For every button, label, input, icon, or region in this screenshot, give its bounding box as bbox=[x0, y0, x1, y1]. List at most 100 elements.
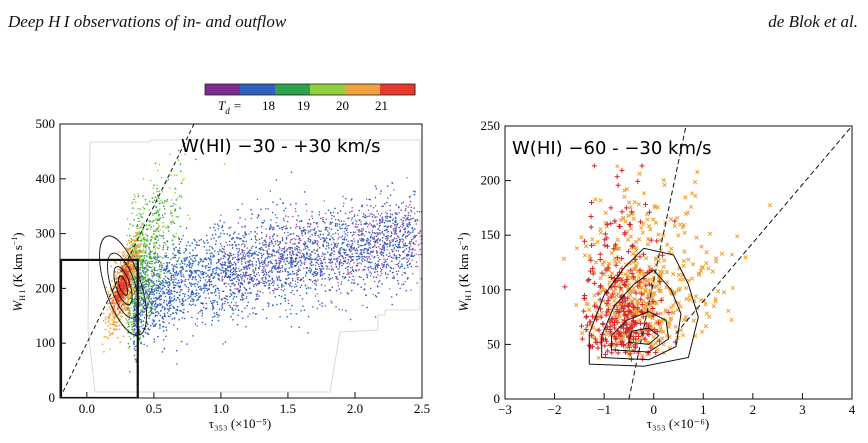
data-point bbox=[145, 285, 147, 288]
data-point bbox=[213, 312, 216, 314]
data-point bbox=[293, 293, 295, 296]
data-point bbox=[396, 239, 399, 242]
data-point bbox=[327, 209, 330, 211]
data-point bbox=[376, 250, 378, 253]
data-point bbox=[325, 212, 327, 214]
data-point bbox=[159, 234, 161, 237]
y-tick-label: 200 bbox=[36, 280, 56, 295]
data-point bbox=[153, 236, 156, 239]
data-point bbox=[278, 227, 281, 230]
data-point bbox=[161, 265, 163, 268]
data-point bbox=[369, 237, 372, 239]
data-point bbox=[191, 260, 194, 262]
data-point bbox=[240, 260, 243, 263]
data-point bbox=[170, 313, 172, 316]
data-point bbox=[140, 325, 143, 328]
data-point bbox=[186, 263, 189, 266]
data-point bbox=[261, 231, 263, 234]
data-point bbox=[271, 266, 274, 269]
data-point bbox=[229, 273, 232, 276]
data-point bbox=[356, 220, 358, 223]
data-point bbox=[140, 264, 142, 266]
data-point bbox=[405, 289, 408, 292]
data-point bbox=[341, 309, 343, 311]
data-point bbox=[143, 245, 145, 248]
data-point bbox=[174, 208, 177, 210]
data-point bbox=[239, 253, 242, 255]
data-point bbox=[228, 278, 231, 280]
data-point bbox=[332, 246, 335, 249]
data-point bbox=[139, 268, 141, 271]
data-point bbox=[325, 265, 327, 267]
data-point bbox=[266, 250, 269, 253]
data-point bbox=[130, 244, 132, 247]
data-point bbox=[388, 252, 391, 255]
colorbar-tick: 21 bbox=[375, 98, 388, 113]
data-point bbox=[358, 255, 361, 258]
data-point bbox=[368, 231, 370, 233]
data-point bbox=[151, 279, 153, 282]
data-point bbox=[142, 320, 145, 323]
data-point bbox=[263, 219, 266, 222]
data-point bbox=[279, 302, 282, 305]
data-point bbox=[265, 317, 268, 320]
data-point bbox=[180, 303, 183, 305]
data-point bbox=[253, 278, 255, 280]
data-point bbox=[271, 242, 273, 245]
data-point bbox=[218, 308, 221, 310]
data-point bbox=[186, 343, 188, 345]
data-point bbox=[305, 203, 307, 206]
data-point bbox=[156, 228, 159, 231]
data-point bbox=[150, 298, 152, 301]
data-point bbox=[374, 294, 377, 297]
data-point bbox=[292, 260, 295, 263]
data-point bbox=[360, 223, 362, 226]
data-point bbox=[205, 272, 207, 275]
data-point bbox=[153, 272, 155, 274]
data-point bbox=[351, 235, 354, 237]
data-point bbox=[412, 217, 415, 219]
data-point bbox=[209, 252, 211, 255]
data-point bbox=[257, 267, 260, 269]
data-point bbox=[240, 244, 243, 246]
data-point bbox=[140, 297, 143, 300]
data-point bbox=[139, 336, 142, 338]
data-point bbox=[281, 239, 284, 242]
data-point bbox=[290, 285, 293, 288]
data-point bbox=[401, 265, 404, 268]
data-point bbox=[157, 256, 159, 259]
data-point bbox=[142, 277, 145, 279]
data-point bbox=[404, 242, 407, 244]
data-point bbox=[314, 282, 316, 285]
data-point bbox=[283, 232, 286, 234]
data-point bbox=[165, 226, 167, 229]
data-point bbox=[311, 281, 314, 283]
data-point bbox=[348, 249, 351, 252]
data-point bbox=[152, 282, 155, 284]
data-point bbox=[179, 240, 182, 243]
data-point bbox=[262, 274, 265, 277]
data-point bbox=[405, 219, 407, 221]
data-point bbox=[381, 252, 384, 255]
data-point bbox=[184, 293, 186, 296]
data-point bbox=[239, 298, 242, 301]
data-point bbox=[105, 336, 108, 338]
data-point bbox=[288, 267, 291, 269]
data-point bbox=[409, 215, 412, 217]
data-point bbox=[257, 258, 259, 260]
data-point bbox=[176, 305, 179, 308]
data-point bbox=[362, 278, 365, 281]
data-point bbox=[360, 263, 363, 265]
data-point bbox=[158, 197, 160, 200]
data-point bbox=[168, 310, 170, 312]
data-point bbox=[127, 294, 130, 296]
data-point bbox=[340, 261, 343, 264]
data-point bbox=[257, 254, 260, 256]
data-point bbox=[292, 232, 295, 235]
data-point bbox=[114, 310, 117, 312]
data-point bbox=[237, 237, 239, 239]
data-point bbox=[153, 233, 156, 235]
data-point bbox=[155, 197, 158, 200]
data-point bbox=[240, 273, 242, 276]
data-point bbox=[342, 195, 344, 198]
